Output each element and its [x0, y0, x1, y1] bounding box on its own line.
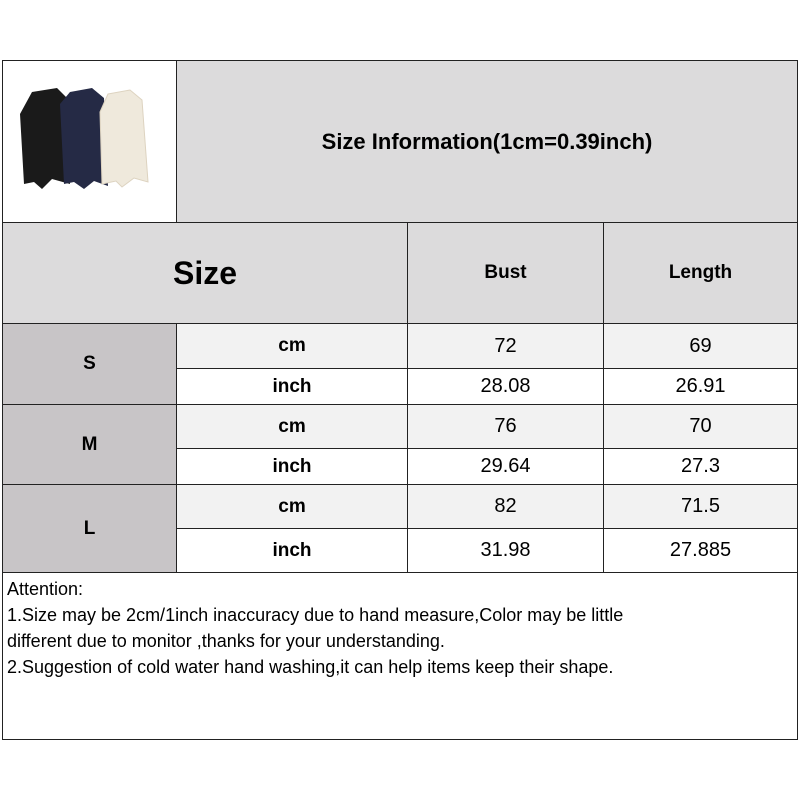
note-line: different due to monitor ,thanks for you…	[7, 631, 445, 651]
bust-cm: 72	[407, 323, 604, 369]
notes-heading: Attention:	[7, 579, 84, 599]
length-cm: 71.5	[603, 484, 798, 529]
size-s: S	[2, 323, 177, 405]
size-l: L	[2, 484, 177, 573]
bodysuit-product-photo-icon	[20, 88, 149, 189]
unit-inch: inch	[176, 528, 408, 573]
attention-notes: Attention: 1.Size may be 2cm/1inch inacc…	[2, 572, 798, 740]
bust-inch: 29.64	[407, 448, 604, 485]
length-header: Length	[603, 222, 798, 324]
bust-inch: 28.08	[407, 368, 604, 405]
bust-inch: 31.98	[407, 528, 604, 573]
note-line: 1.Size may be 2cm/1inch inaccuracy due t…	[7, 605, 624, 625]
unit-inch: inch	[176, 368, 408, 405]
page-title: Size Information(1cm=0.39inch)	[176, 60, 798, 223]
unit-cm: cm	[176, 323, 408, 369]
unit-inch: inch	[176, 448, 408, 485]
length-cm: 70	[603, 404, 798, 449]
unit-cm: cm	[176, 484, 408, 529]
bust-cm: 82	[407, 484, 604, 529]
length-inch: 27.885	[603, 528, 798, 573]
length-inch: 27.3	[603, 448, 798, 485]
note-line: 2.Suggestion of cold water hand washing,…	[7, 657, 614, 677]
unit-cm: cm	[176, 404, 408, 449]
product-image-cell	[2, 60, 177, 223]
size-header: Size	[2, 222, 408, 324]
bust-cm: 76	[407, 404, 604, 449]
length-inch: 26.91	[603, 368, 798, 405]
bust-header: Bust	[407, 222, 604, 324]
length-cm: 69	[603, 323, 798, 369]
size-m: M	[2, 404, 177, 485]
